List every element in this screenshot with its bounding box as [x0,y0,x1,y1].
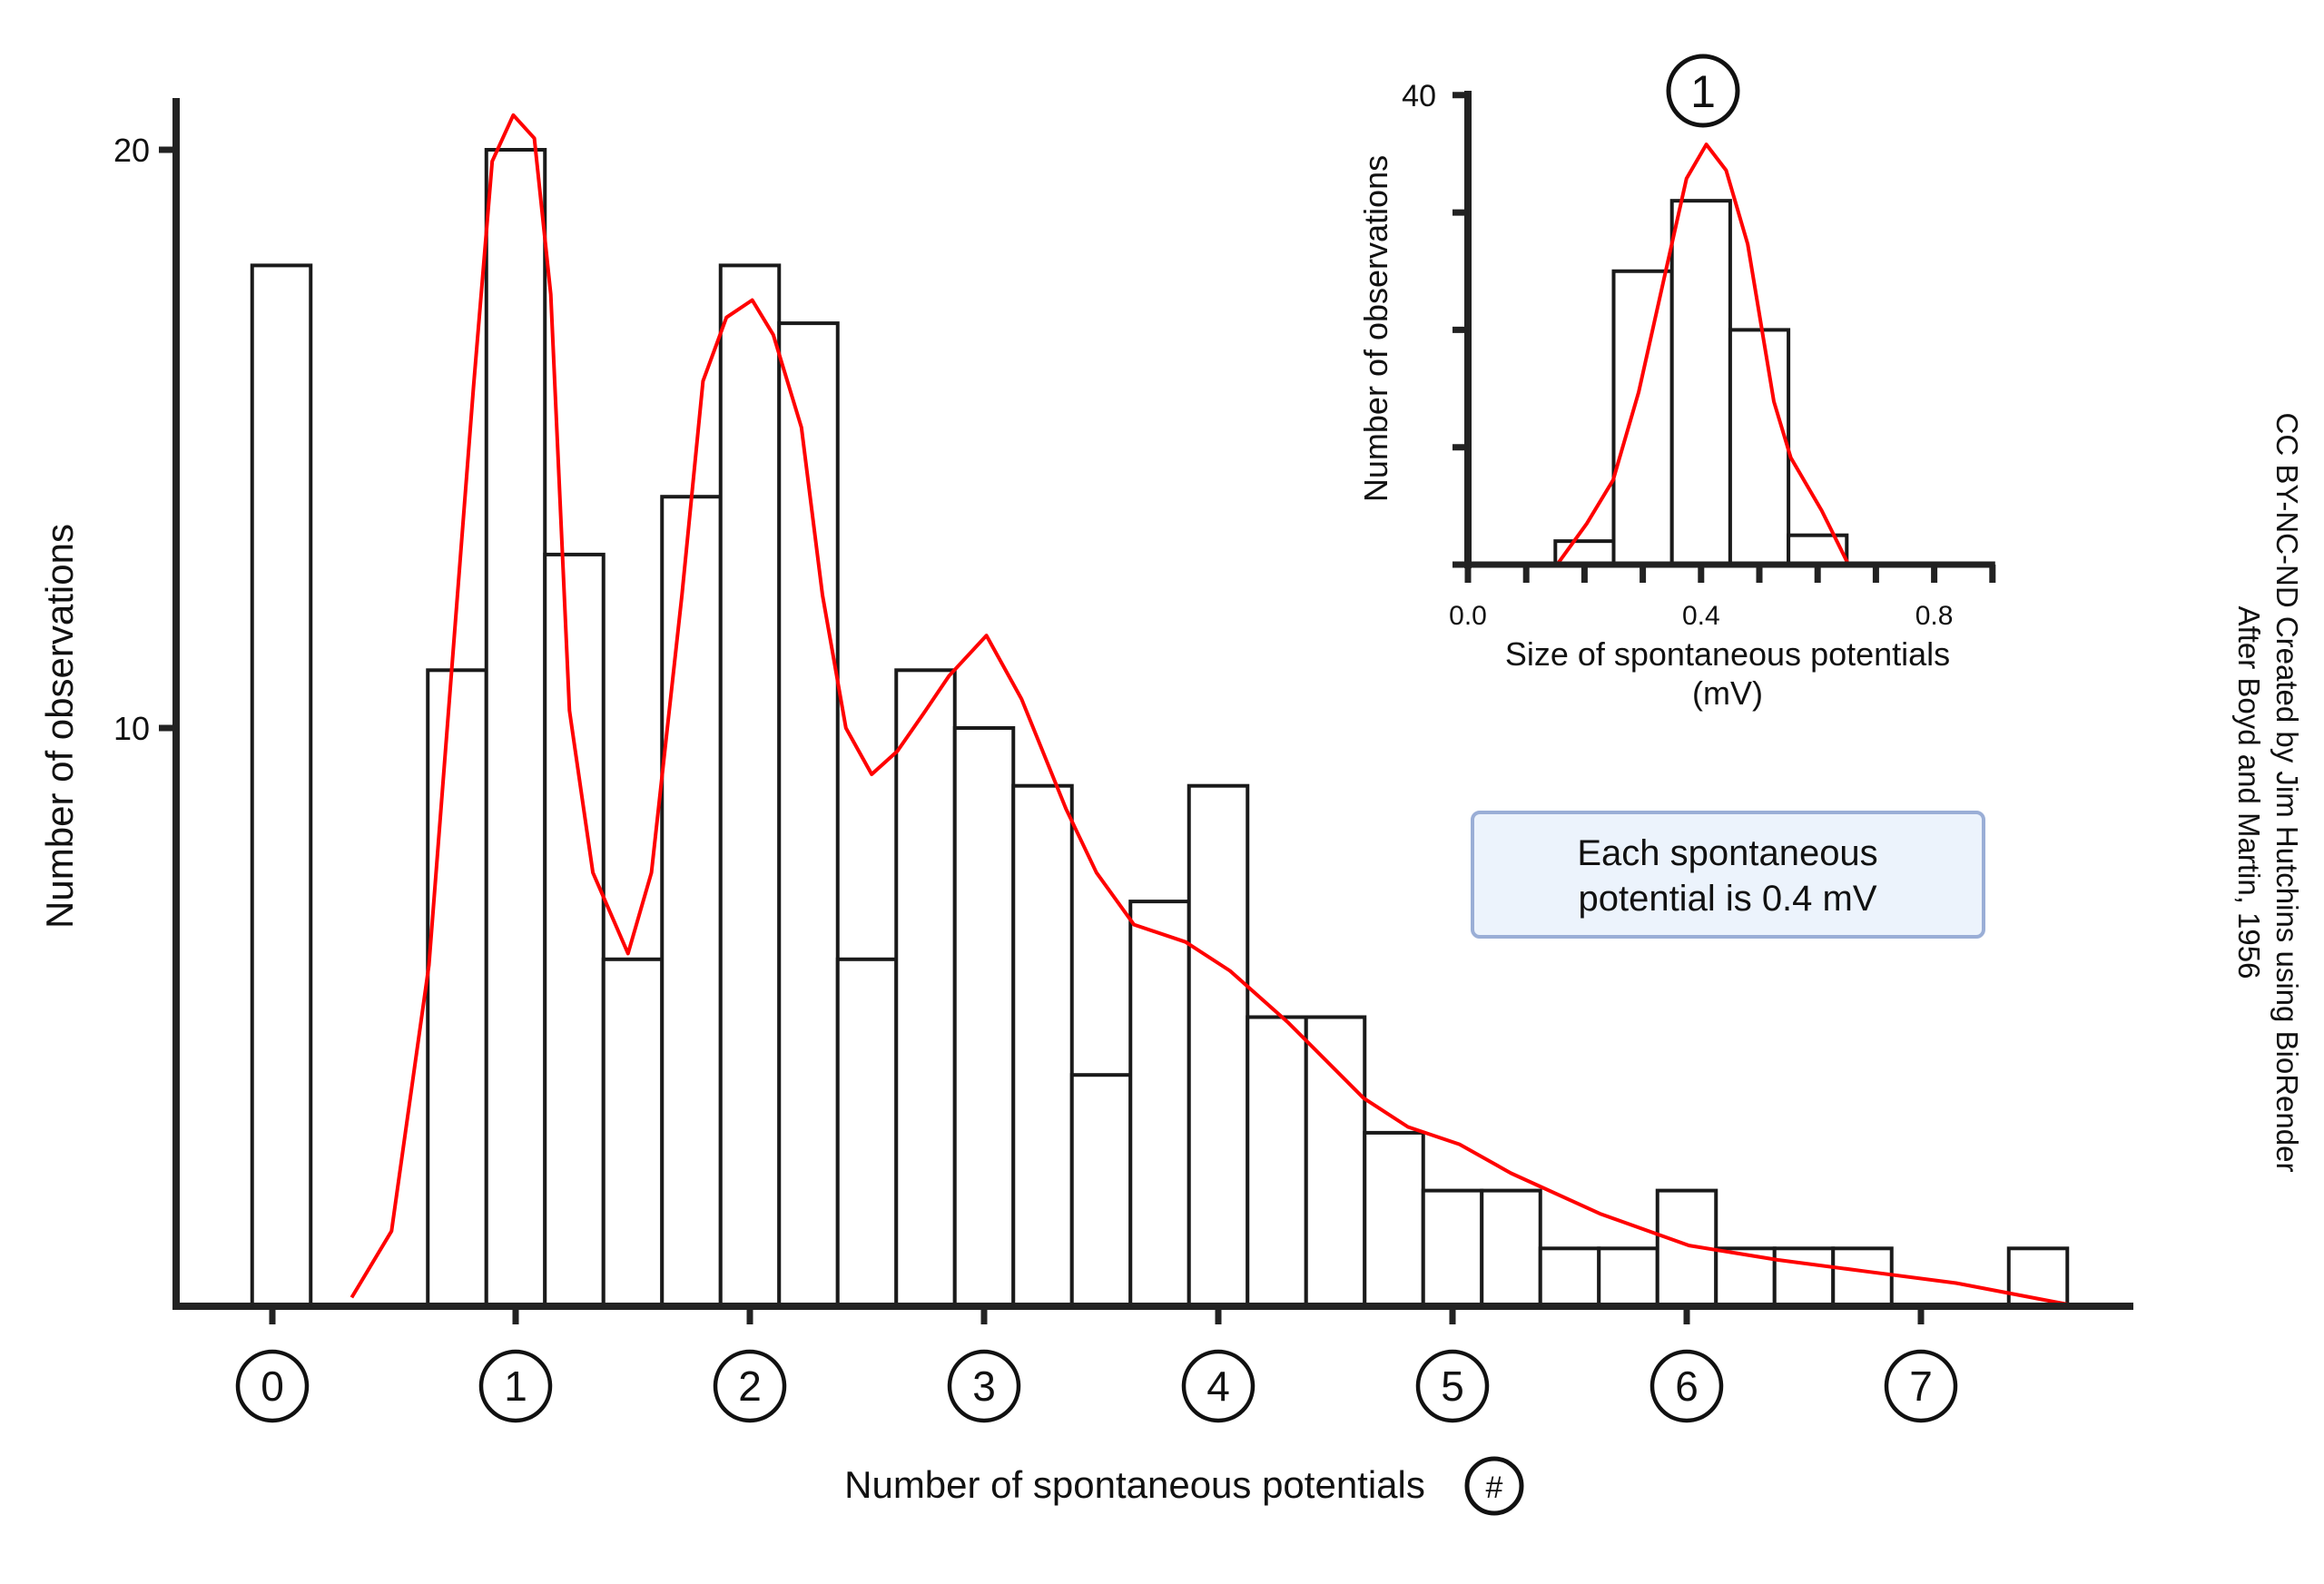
annotation-text-line2: potential is 0.4 mV [1578,879,1876,919]
inset-badge-text: 1 [1690,66,1716,117]
histogram-bar [894,668,957,1308]
histogram-bar [1304,1015,1367,1308]
histogram-bar [601,957,665,1309]
histogram-bar [1421,1188,1484,1308]
x-tick-label: 5 [1441,1363,1464,1410]
x-tick-circle [1181,1349,1256,1423]
inset-y-tick-label: 40 [1402,79,1436,113]
x-tick-circle [1649,1349,1724,1423]
histogram-bar [1538,1246,1601,1309]
x-tick-circle [478,1349,553,1423]
y-tick-label: 20 [113,132,150,169]
credit-line1: CC BY-NC-ND Created by Jim Hutchins usin… [2270,413,2304,1173]
inset-x-axis-unit: (mV) [1692,674,1763,712]
inset-title-badge: 1 [1666,54,1740,128]
x-tick-label: 6 [1675,1363,1699,1410]
histogram-bar [1187,783,1250,1308]
histogram-bar [1069,1073,1133,1308]
fit-curve [350,113,2069,1307]
credits: CC BY-NC-ND Created by Jim Hutchins usin… [2232,413,2304,1173]
histogram-bar [1831,1246,1894,1309]
inset-fit-curve [1555,143,1849,566]
main-y-axis-label: Number of observations [38,524,81,929]
histogram-bar [484,148,547,1308]
x-tick-label: 7 [1909,1363,1933,1410]
x-tick-circle [1415,1349,1490,1423]
histogram-bar [1246,1015,1308,1308]
y-tick-label: 10 [113,710,150,747]
inset-x-axis-label: Size of spontaneous potentials [1505,635,1950,673]
inset-x-tick-label: 0.8 [1915,601,1954,631]
x-label-badge: # [1464,1456,1524,1516]
histogram-bar [250,263,313,1308]
x-tick-label: 0 [261,1363,284,1410]
histogram-bar [1480,1188,1542,1308]
histogram-bar [718,263,782,1308]
badge-circle [1464,1456,1524,1516]
histogram-bar [426,668,488,1308]
inset-badge-circle [1666,54,1740,128]
histogram-bar [835,957,899,1309]
x-tick-circle [947,1349,1021,1423]
histogram-bar [1597,1246,1659,1309]
annotation-box-background [1471,811,1985,939]
inset-y-axis-label: Number of observations [1357,155,1394,502]
histogram-bar [1772,1246,1836,1309]
histogram-bar [1128,900,1191,1308]
histogram-bar [543,552,606,1308]
x-tick-circle [1884,1349,1958,1423]
histogram-bar [660,495,723,1308]
main-x-axis-label: Number of spontaneous potentials [844,1463,1425,1506]
x-tick-label: 4 [1206,1363,1230,1410]
x-tick-label: 3 [972,1363,996,1410]
credit-line2: After Boyd and Martin, 1956 [2232,606,2266,979]
histogram-bar [1363,1130,1425,1309]
annotation-text-line1: Each spontaneous [1577,833,1877,873]
inset-histogram: 40 0.0 0.4 0.8 [1402,79,1996,631]
x-tick-circle [713,1349,787,1423]
histogram-bar [952,726,1016,1308]
inset-histogram-bar [1669,199,1732,566]
x-tick-label: 2 [738,1363,762,1410]
x-tick-circle [235,1349,310,1423]
main-histogram: 10 20 0 1 2 3 4 5 6 7 [113,98,2133,1423]
annotation-box: Each spontaneous potential is 0.4 mV [1471,811,1985,939]
x-tick-label: 1 [504,1363,527,1410]
inset-histogram-bar [1728,328,1791,566]
inset-histogram-bar [1611,269,1674,566]
inset-x-tick-label: 0.4 [1682,601,1720,631]
badge-text: # [1486,1471,1503,1505]
histogram-bar [1011,783,1074,1308]
inset-x-tick-label: 0.0 [1449,601,1487,631]
